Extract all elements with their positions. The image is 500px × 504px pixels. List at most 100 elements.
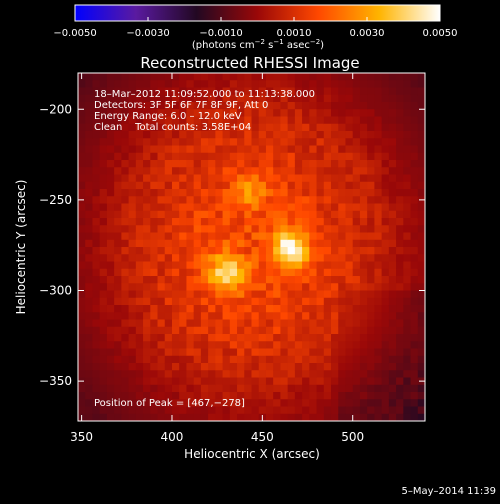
- heatmap-cell: [345, 138, 354, 147]
- heatmap-cell: [244, 283, 253, 292]
- heatmap-cell: [171, 131, 180, 139]
- heatmap-cell: [85, 268, 94, 277]
- heatmap-cell: [229, 196, 238, 205]
- heatmap-cell: [417, 370, 425, 379]
- heatmap-cell: [345, 87, 354, 96]
- heatmap-cell: [338, 102, 347, 110]
- heatmap-cell: [150, 138, 159, 147]
- heatmap-cell: [85, 239, 94, 248]
- heatmap-cell: [388, 305, 397, 313]
- heatmap-cell: [92, 341, 101, 350]
- heatmap-cell: [121, 167, 130, 176]
- heatmap-cell: [78, 116, 86, 125]
- heatmap-cell: [396, 319, 404, 328]
- heatmap-cell: [229, 174, 238, 183]
- heatmap-cell: [237, 377, 245, 386]
- heatmap-cell: [92, 290, 101, 299]
- heatmap-cell: [150, 392, 159, 400]
- heatmap-cell: [417, 290, 425, 299]
- heatmap-cell: [237, 348, 245, 357]
- heatmap-cell: [143, 225, 151, 234]
- heatmap-cell: [417, 305, 425, 313]
- heatmap-cell: [99, 399, 108, 408]
- heatmap-cell: [135, 138, 144, 147]
- heatmap-cell: [215, 152, 224, 161]
- heatmap-cell: [229, 109, 238, 118]
- heatmap-cell: [403, 355, 412, 364]
- heatmap-cell: [316, 94, 325, 103]
- heatmap-cell: [135, 167, 144, 176]
- heatmap-cell: [352, 355, 361, 364]
- heatmap-cell: [143, 87, 151, 96]
- heatmap-cell: [215, 341, 224, 350]
- y-axis-ticks: −200−250−300−350: [39, 102, 425, 388]
- heatmap-cell: [352, 145, 361, 154]
- heatmap-cell: [164, 218, 173, 226]
- heatmap-cell: [294, 406, 303, 415]
- heatmap-cell: [193, 312, 202, 321]
- heatmap-cell: [179, 413, 188, 421]
- heatmap-cell: [374, 355, 383, 364]
- heatmap-cell: [164, 341, 173, 350]
- heatmap-cell: [396, 370, 404, 379]
- heatmap-cell: [114, 334, 122, 342]
- heatmap-cell: [287, 210, 296, 219]
- heatmap-cell: [200, 145, 209, 154]
- heatmap-cell: [345, 268, 354, 277]
- heatmap-cell: [345, 73, 354, 81]
- heatmap-cell: [106, 225, 115, 234]
- heatmap-cell: [323, 167, 332, 176]
- heatmap-cell: [186, 348, 195, 357]
- heatmap-cell: [374, 326, 383, 335]
- colorbar-strip: [75, 5, 440, 21]
- heatmap-cell: [309, 123, 318, 132]
- heatmap-cell: [374, 131, 383, 139]
- heatmap-cell: [200, 73, 209, 81]
- heatmap-cell: [323, 239, 332, 248]
- heatmap-cell: [381, 254, 390, 263]
- heatmap-cell: [237, 326, 245, 335]
- heatmap-cell: [121, 297, 130, 306]
- heatmap-cell: [302, 94, 310, 103]
- heatmap-cell: [323, 305, 332, 313]
- heatmap-cell: [359, 94, 368, 103]
- heatmap-cell: [374, 348, 383, 357]
- heatmap-cell: [338, 247, 347, 255]
- heatmap-cell: [367, 319, 375, 328]
- heatmap-cell: [215, 305, 224, 313]
- heatmap-cell: [78, 355, 86, 364]
- heatmap-cell: [331, 247, 339, 255]
- heatmap-cell: [121, 203, 130, 212]
- heatmap-cell: [273, 341, 282, 350]
- heatmap-cell: [258, 370, 267, 379]
- colorbar: −0.0050 −0.0030 −0.0010 0.0010 0.0030 0.0050 …: [53, 4, 458, 51]
- heatmap-cell: [338, 160, 347, 168]
- heatmap-cell: [403, 87, 412, 96]
- heatmap-cell: [92, 232, 101, 241]
- heatmap-cell: [258, 181, 267, 190]
- heatmap-cell: [388, 116, 397, 125]
- heatmap-cell: [381, 377, 390, 386]
- heatmap-cell: [374, 290, 383, 299]
- heatmap-cell: [352, 160, 361, 168]
- heatmap-cell: [193, 334, 202, 342]
- heatmap-cell: [150, 218, 159, 226]
- heatmap-cell: [222, 87, 231, 96]
- heatmap-cell: [331, 326, 339, 335]
- heatmap-cell: [200, 413, 209, 421]
- heatmap-cell: [244, 109, 253, 118]
- heatmap-cell: [215, 268, 224, 277]
- heatmap-cell: [258, 268, 267, 277]
- heatmap-cell: [85, 232, 94, 241]
- heatmap-cell: [410, 109, 419, 118]
- heatmap-cell: [258, 87, 267, 96]
- heatmap-cell: [244, 297, 253, 306]
- heatmap-cell: [85, 348, 94, 357]
- heatmap-cell: [338, 145, 347, 154]
- heatmap-cell: [410, 261, 419, 270]
- heatmap-cell: [258, 247, 267, 255]
- heatmap-cell: [323, 370, 332, 379]
- heatmap-cell: [78, 319, 86, 328]
- heatmap-cell: [396, 102, 404, 110]
- heatmap-cell: [352, 109, 361, 118]
